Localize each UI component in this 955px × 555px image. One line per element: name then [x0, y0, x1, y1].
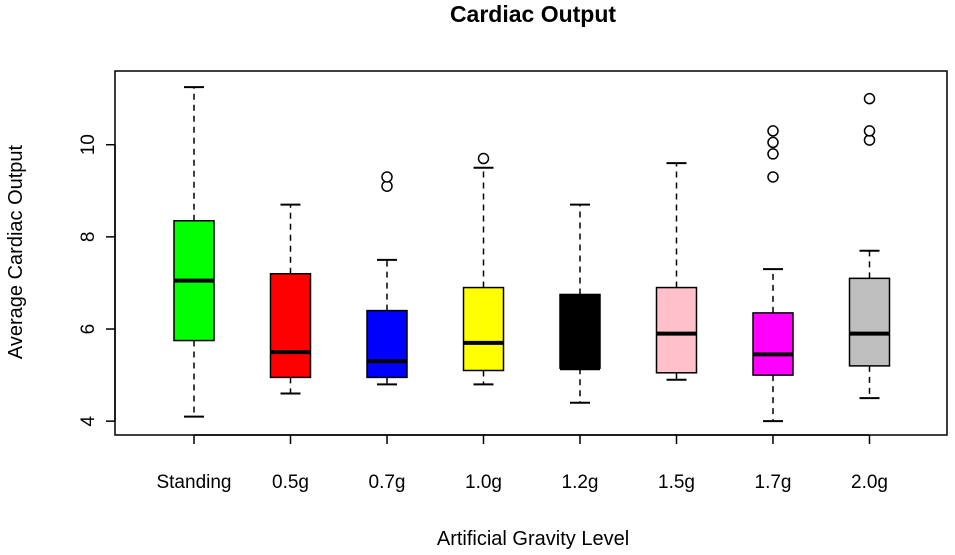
box-iqr — [559, 293, 601, 369]
x-tick-label: Standing — [156, 472, 231, 493]
box-iqr — [752, 312, 794, 376]
box-iqr — [848, 277, 891, 367]
box-series — [173, 86, 891, 423]
y-axis-label: Average Cardiac Output — [5, 144, 27, 359]
outlier-point — [767, 125, 779, 137]
x-axis-label: Artificial Gravity Level — [437, 528, 629, 550]
y-tick-label: 4 — [78, 415, 99, 426]
x-tick-label: 1.7g — [755, 472, 792, 493]
x-tick-label: 1.0g — [465, 472, 502, 493]
outlier-point — [767, 136, 779, 149]
box-group — [655, 162, 698, 381]
box-iqr — [269, 272, 312, 379]
box-group — [462, 152, 505, 386]
x-tick-label: 1.2g — [562, 472, 599, 493]
outlier-point — [863, 92, 876, 105]
outlier-point — [477, 152, 490, 165]
box-group — [269, 203, 312, 395]
outlier-point — [381, 171, 393, 183]
x-tick-label: 0.7g — [369, 472, 406, 493]
box-group — [848, 92, 891, 400]
box-group — [752, 125, 794, 423]
chart-title: Cardiac Output — [450, 1, 616, 27]
box-group — [173, 86, 215, 418]
box-iqr — [366, 309, 408, 379]
box-iqr — [655, 286, 698, 374]
box-iqr — [462, 286, 505, 372]
x-tick-label: 1.5g — [658, 472, 695, 493]
box-group — [559, 203, 601, 404]
x-tick-label: 2.0g — [851, 472, 888, 493]
box-group — [366, 171, 408, 386]
plot-frame — [114, 70, 948, 436]
x-axis: Standing 0.5g 0.7g 1.0g 1.2g 1.5g 1.7g 2.0g — [156, 434, 888, 493]
y-tick-label: 8 — [78, 232, 99, 243]
outlier-point — [863, 125, 876, 137]
x-tick-label: 0.5g — [272, 472, 309, 493]
outlier-point — [767, 148, 779, 160]
outlier-point — [767, 171, 779, 183]
y-axis: 4 6 8 10 — [78, 134, 116, 426]
y-tick-label: 10 — [78, 134, 99, 155]
y-tick-label: 6 — [78, 324, 99, 335]
